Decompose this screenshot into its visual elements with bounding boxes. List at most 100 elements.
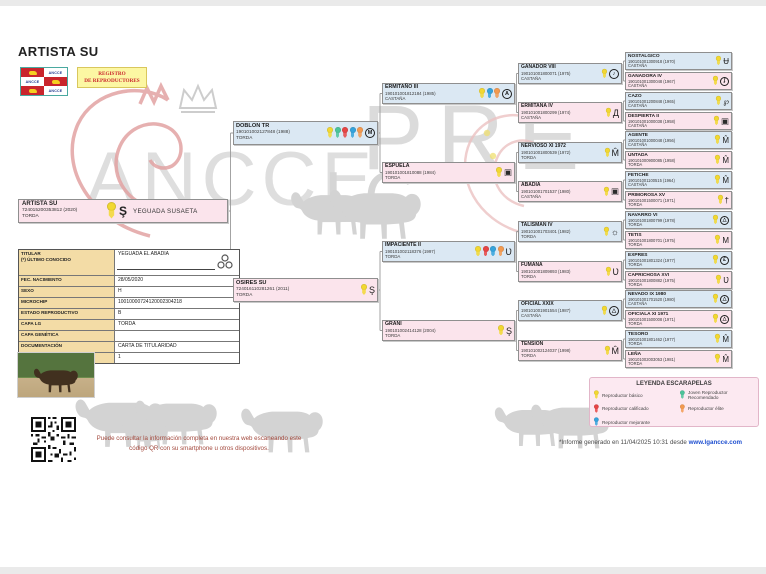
pedigree-box: IMPACIENTE II 190101002118376 (1997) TOR… [382,241,515,262]
rosette-yellow [715,154,721,165]
qr-code [31,417,76,462]
rosette-yellow [713,115,719,126]
horse-coat: CASTAÑA [628,182,648,188]
brand-icon: △ [720,215,729,225]
brand-icon: △ [609,305,619,316]
rosette-icons [715,234,721,245]
subject-horse-box: ARTISTA SU 724015200353812 (2020) TORDA … [18,199,228,223]
rosette-icons [605,266,611,276]
pedigree-box: DESPIERTA II 190101001000038 (1958) CAST… [625,112,732,130]
brand-icon: ▣ [720,115,729,126]
horse-coat: TORDA [628,242,643,248]
row-value: 10010000724120002304218 [118,299,182,305]
pedigree-box: OFICIALA XI 1971 190101001500008 (1971) … [625,310,732,328]
rosette-yellow [605,266,611,276]
rosette-blue [486,87,493,100]
rosette-yellow [715,234,721,245]
rosette-yellow [475,245,481,258]
row-value: B [118,310,122,316]
rosette-icons [715,333,721,344]
pedigree-box: TESORO 190101001801462 (1977) TORDA M̂ [625,330,732,348]
rosette-icons [604,345,610,355]
table-row: DOCUMENTACIÓN CARTA DE TITULARIDAD [19,342,239,353]
rosette-blue [349,127,356,139]
horse-coat: TORDA [628,361,643,367]
rosette-icons [715,134,721,145]
row-label: TITULAR (*) ÚLTIMO CONOCIDO [19,250,115,275]
horse-name: TETIS [628,233,642,238]
rosette-legend: LEYENDA ESCARAPELAS Reproductor básico R… [589,377,759,427]
logo-text: ANCCE [48,70,63,75]
pedigree-box: CAZO 190101001200848 (1965) CASTAÑA ℘ [625,92,732,110]
pedigree-box: AGENTE 190101001000048 (1956) CASTAÑA M̂ [625,131,732,149]
rosette-icons [712,293,718,304]
badge-line2: DE REPRODUCTORES [84,77,140,84]
crown-icon [178,83,218,113]
horse-name: CAPRICHOSA XVI [628,273,670,278]
rosette-icons [360,284,367,296]
rosette-yellow [604,345,610,355]
rosette-yellow [603,186,609,196]
row-label: MICROCHIP [19,298,115,308]
rosette-icons [327,127,363,139]
logo-horse-mark [44,77,67,86]
brand-icon: Д [612,107,619,118]
horse-photo [17,352,95,398]
pedigree-box: CAPRICHOSA XVI 190101001800882 (1975) TO… [625,271,732,289]
report-link[interactable]: www.lgancce.com [688,439,742,446]
rosette-icon-blue [594,417,599,426]
brand-icon: Ʋ [505,246,513,257]
horse-name: PRIMOROSA XV [628,193,666,198]
logo-horse-mark [21,68,44,77]
badge-line1: REGISTRO [98,71,126,77]
pedigree-box: PRIMOROSA XV 190101001500071 (1971) TORD… [625,191,732,209]
pedigree-box: NOSTALGICO 190101001300918 (1970) CASTAÑ… [625,52,732,70]
rosette-icons [475,245,504,258]
brand-icon: ʄ [720,76,729,86]
pedigree-box: TALISMAN IV 190101001703401 (1982) TORDA… [518,221,622,242]
rosette-icons [601,305,607,315]
rosette-blue [490,245,496,258]
horse-name: DESPIERTA II [628,114,659,119]
horse-coat: CASTAÑA [628,301,648,307]
legend-item: Reproductor básico [594,389,680,401]
horse-coat: CASTAÑA [628,123,648,129]
horse-coat: TORDA [385,175,401,181]
table-row: TITULAR (*) ÚLTIMO CONOCIDO YEGUADA EL A… [19,250,239,276]
qr-note: Puede consultar la información completa … [92,434,306,453]
horse-coat: TORDA [628,202,643,208]
row-label: DOCUMENTACIÓN [19,342,115,352]
horse-code: 190101001100515 (1964) [628,177,675,183]
horse-coat: TORDA [628,321,643,327]
rosette-icons [712,75,718,86]
horse-coat: CASTAÑA [628,63,648,69]
rosette-yellow [712,293,718,304]
rosette-blue [594,417,599,426]
horse-coat: TORDA [385,333,401,339]
horse-coat: TORDA [628,341,643,347]
horse-coat: CASTAÑA [628,142,648,148]
horse-code: 190101001300918 (1970) [628,58,676,64]
brand-icon: M̂ [611,345,620,356]
rosette-red [482,245,489,258]
horse-name: TESORO [628,332,649,337]
rosette-yellow [604,147,610,157]
rosette-icons [713,115,719,126]
brand-icon: ♪ [609,68,619,79]
pedigree-box: TETIS 190101001800701 (1975) TORDA M [625,231,732,249]
pedigree-box: UNTADA 190101000900085 (1958) TORDA M̂ [625,151,732,169]
pedigree-box: GANADOR VIII 190101001800071 (1975) CAST… [518,63,622,84]
brand-icon: M [722,235,729,245]
report-generated-line: *Informe generado en 11/04/2025 10:31 de… [559,439,742,446]
horse-code: 190101001300048 (1967) [628,78,676,84]
pedigree-box: LEÑA 190101002003053 (1981) TORDA M̂ [625,350,732,368]
legend-label: Reproductor mejorante [602,419,650,425]
legend-item: Reproductor élite [680,403,754,415]
rosette-icons [712,214,718,225]
rosette-orange [497,245,504,258]
rosette-yellow [716,274,722,285]
row-label: CAPA LG [19,320,115,330]
rosette-yellow [603,226,609,236]
top-gray-strip [0,0,766,6]
horse-coat: TORDA [628,222,643,228]
